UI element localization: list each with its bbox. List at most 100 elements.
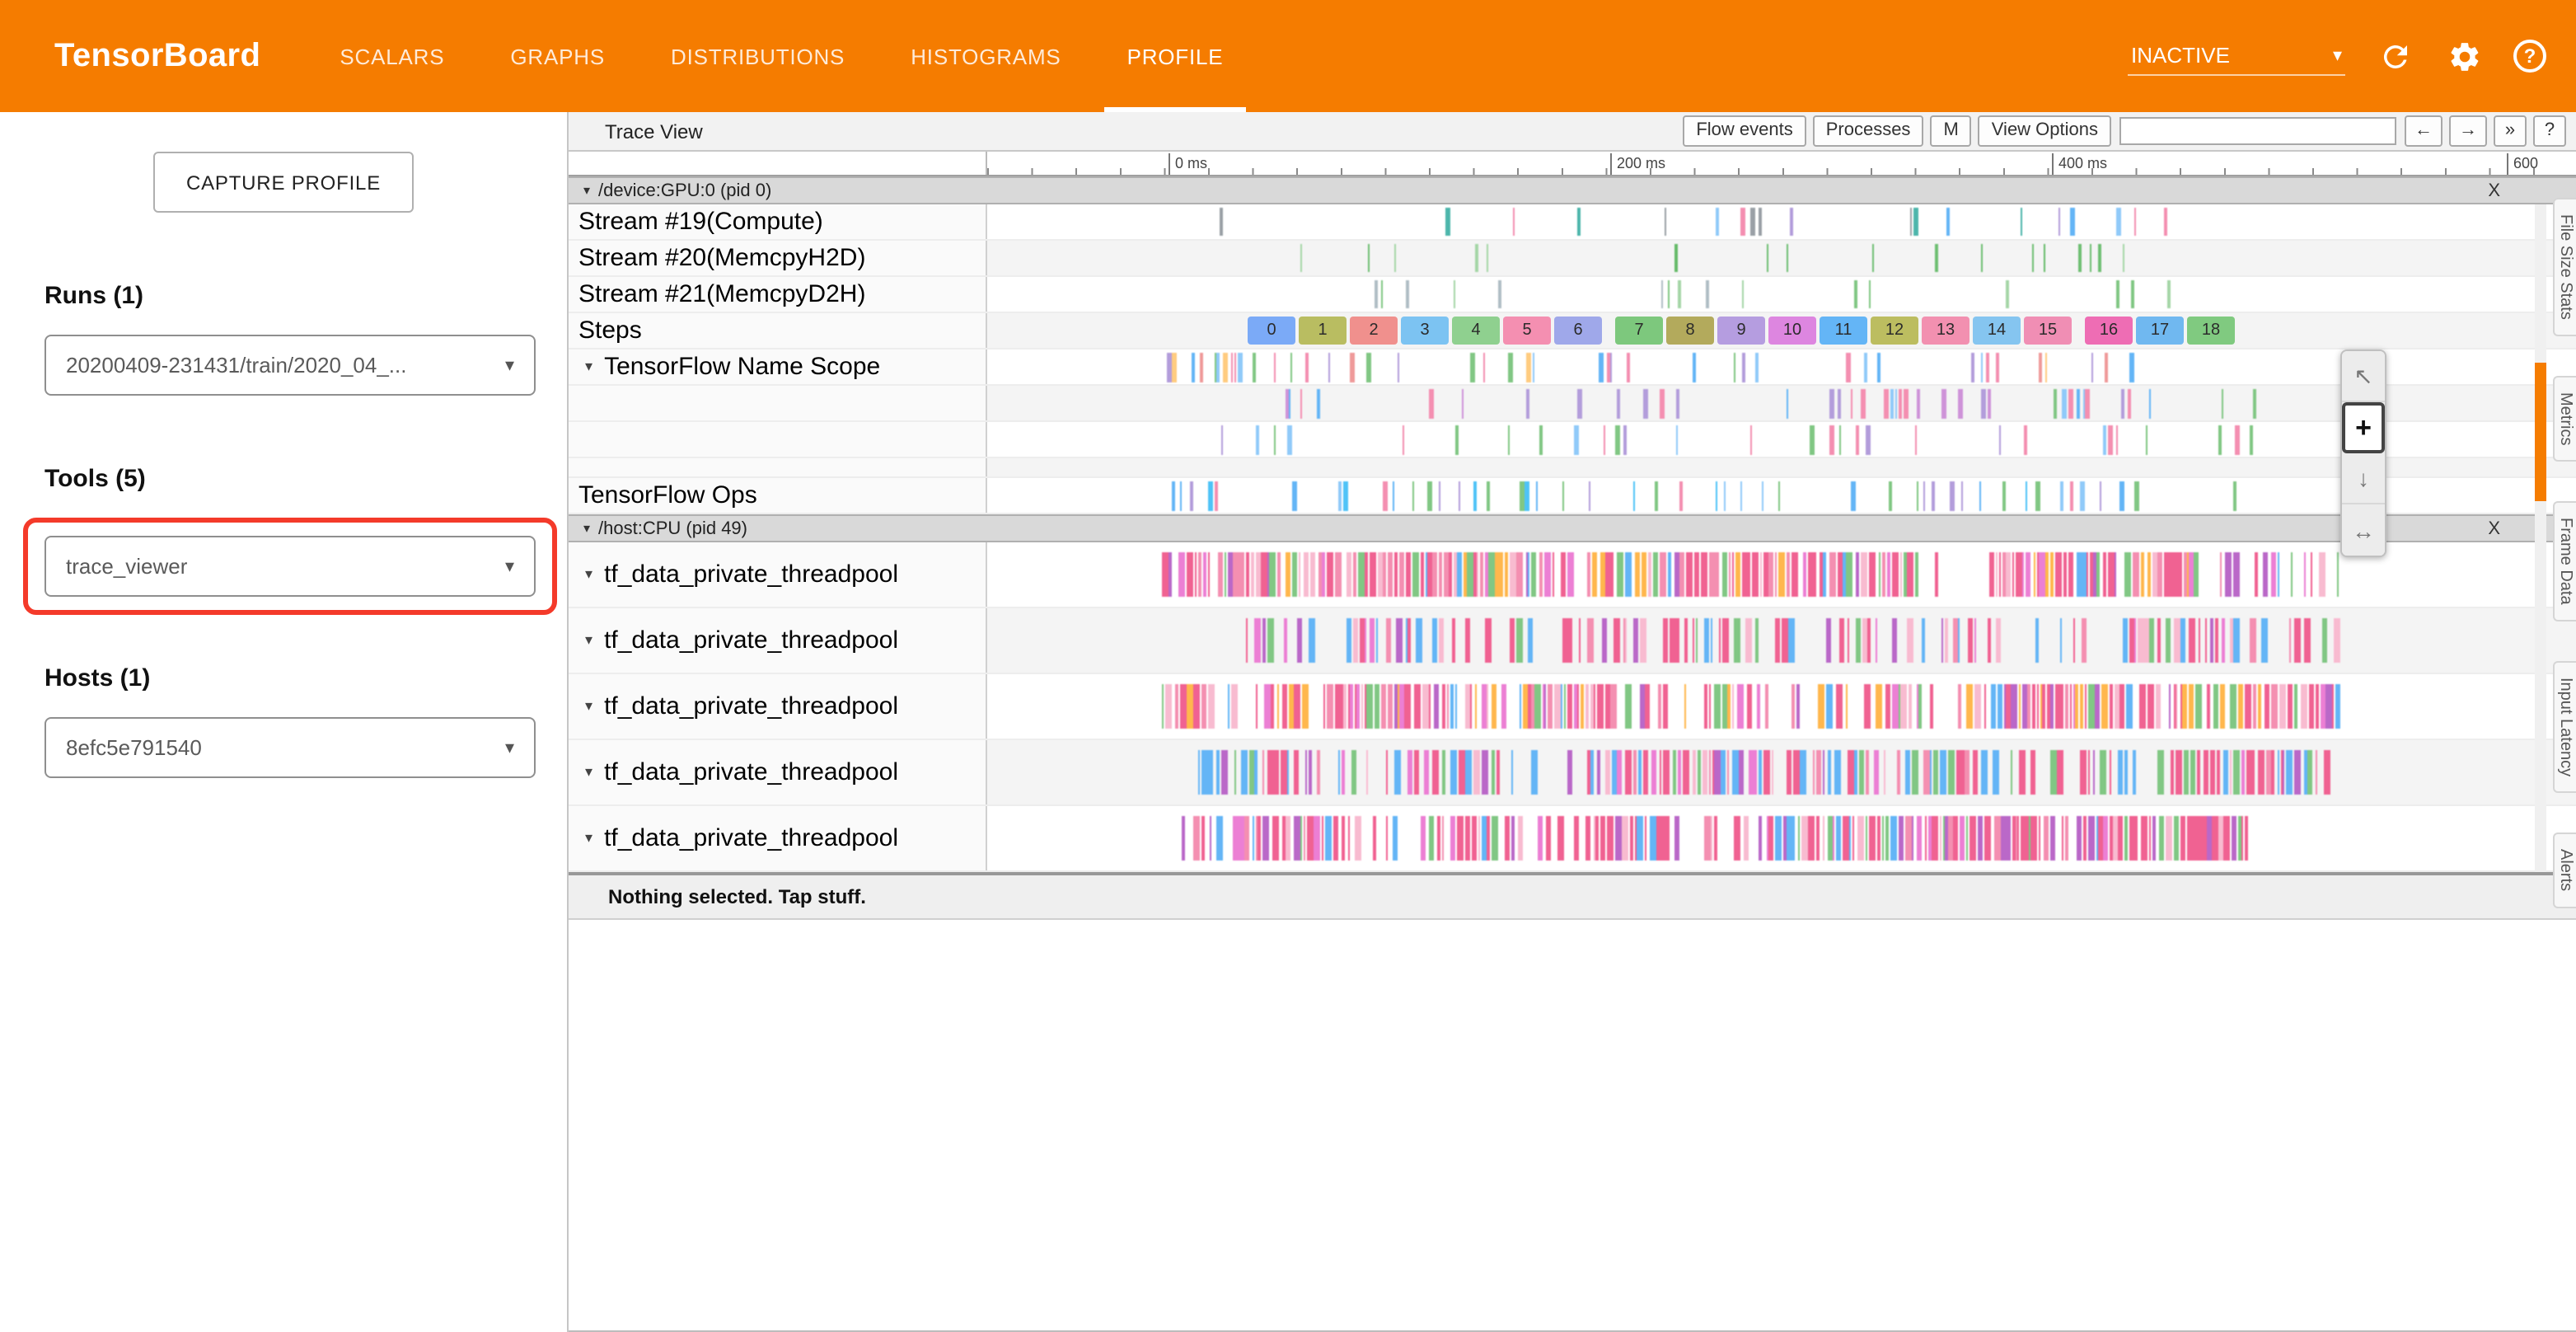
track-chart[interactable]: 0 1 2 3 4 5 6 7 8 9 10 11 12 13 14 15 16 17 18 bbox=[986, 313, 2576, 348]
step-block-14[interactable]: 14 bbox=[1973, 317, 2021, 345]
refresh-button[interactable] bbox=[2375, 36, 2414, 76]
trace-nav-button-[interactable]: ? bbox=[2533, 115, 2566, 147]
track-chart[interactable] bbox=[986, 608, 2576, 673]
close-cpu-section-button[interactable]: X bbox=[2488, 518, 2500, 538]
analysis-body[interactable] bbox=[569, 920, 2576, 1330]
track-chart[interactable] bbox=[986, 277, 2576, 312]
scrollbar-thumb[interactable] bbox=[2535, 363, 2546, 501]
tab-histograms[interactable]: HISTOGRAMS bbox=[911, 44, 1061, 68]
step-block-10[interactable]: 10 bbox=[1768, 317, 1816, 345]
trace-ticks-canvas bbox=[987, 422, 2576, 457]
collapse-arrow-icon[interactable]: ▾ bbox=[583, 521, 591, 536]
runs-dropdown[interactable]: 20200409-231431/train/2020_04_... ▾ bbox=[44, 335, 536, 396]
trace-nav-button-[interactable]: → bbox=[2449, 115, 2487, 147]
track-chart[interactable] bbox=[986, 241, 2576, 275]
track-label: Steps bbox=[569, 313, 986, 348]
pan-tool-icon[interactable]: + bbox=[2342, 402, 2385, 453]
timing-tool-icon[interactable]: ↔ bbox=[2342, 504, 2385, 556]
track-label: Stream #20(MemcpyH2D) bbox=[569, 241, 986, 275]
collapse-arrow-icon[interactable]: ▾ bbox=[585, 829, 593, 846]
side-tab-input-latency[interactable]: Input Latency bbox=[2553, 660, 2576, 793]
toolbar-button-flow-events[interactable]: Flow events bbox=[1683, 115, 1806, 147]
nav-tabs: SCALARS GRAPHS DISTRIBUTIONS HISTOGRAMS PROF… bbox=[307, 0, 1256, 112]
step-block-13[interactable]: 13 bbox=[1922, 317, 1969, 345]
side-tab-metrics[interactable]: Metrics bbox=[2553, 375, 2576, 462]
track-label-text: tf_data_private_threadpool bbox=[604, 758, 899, 786]
tab-graphs[interactable]: GRAPHS bbox=[510, 44, 605, 68]
tools-dropdown[interactable]: trace_viewer ▾ bbox=[44, 536, 536, 597]
step-block-11[interactable]: 11 bbox=[1820, 317, 1867, 345]
trace-view-header: Trace View Flow events Processes M View Opt… bbox=[569, 112, 2576, 152]
step-block-7[interactable]: 7 bbox=[1615, 317, 1663, 345]
track-chart[interactable] bbox=[986, 478, 2576, 513]
track-chart[interactable] bbox=[986, 422, 2576, 457]
step-block-6[interactable]: 6 bbox=[1554, 317, 1602, 345]
step-block-16[interactable]: 16 bbox=[2085, 317, 2133, 345]
track-chart[interactable] bbox=[986, 349, 2576, 384]
trace-nav-button-[interactable]: ← bbox=[2405, 115, 2443, 147]
track-chart[interactable] bbox=[986, 458, 2576, 476]
app-logo[interactable]: TensorBoard bbox=[54, 37, 261, 73]
cpu-section-header[interactable]: ▾ /host:CPU (pid 49) X bbox=[569, 514, 2576, 542]
track-label-text: tf_data_private_threadpool bbox=[604, 626, 899, 654]
collapse-arrow-icon[interactable]: ▾ bbox=[583, 183, 591, 198]
tab-scalars[interactable]: SCALARS bbox=[340, 44, 445, 68]
collapse-arrow-icon[interactable]: ▾ bbox=[585, 763, 593, 780]
step-block-12[interactable]: 12 bbox=[1871, 317, 1918, 345]
track-chart[interactable] bbox=[986, 806, 2576, 870]
tab-distributions[interactable]: DISTRIBUTIONS bbox=[671, 44, 845, 68]
side-tab-file-size-stats[interactable]: File Size Stats bbox=[2553, 198, 2576, 336]
step-block-8[interactable]: 8 bbox=[1666, 317, 1714, 345]
trace-ticks-canvas bbox=[987, 478, 2576, 513]
track-chart[interactable] bbox=[986, 674, 2576, 739]
zoom-tool-icon[interactable]: ↓ bbox=[2342, 453, 2385, 504]
side-tab-alerts[interactable]: Alerts bbox=[2553, 832, 2576, 908]
step-block-0[interactable]: 0 bbox=[1248, 317, 1295, 345]
step-block-9[interactable]: 9 bbox=[1717, 317, 1765, 345]
collapse-arrow-icon[interactable]: ▾ bbox=[585, 358, 593, 374]
step-block-17[interactable]: 17 bbox=[2136, 317, 2184, 345]
trace-nav-button-[interactable]: » bbox=[2494, 115, 2527, 147]
step-block-4[interactable]: 4 bbox=[1452, 317, 1500, 345]
step-block-15[interactable]: 15 bbox=[2024, 317, 2072, 345]
step-block-2[interactable]: 2 bbox=[1350, 317, 1398, 345]
trace-toolbar-buttons: Flow events Processes M View Options bbox=[1683, 115, 2111, 147]
help-button[interactable]: ? bbox=[2513, 40, 2546, 73]
toolbar-button-view-options[interactable]: View Options bbox=[1978, 115, 2111, 147]
step-block-5[interactable]: 5 bbox=[1503, 317, 1551, 345]
track-label-text: TensorFlow Name Scope bbox=[604, 353, 881, 381]
hosts-dropdown[interactable]: 8efc5e791540 ▾ bbox=[44, 717, 536, 778]
track-chart[interactable] bbox=[986, 740, 2576, 804]
trace-ticks-canvas bbox=[987, 204, 2576, 239]
trace-search-input[interactable] bbox=[2119, 117, 2396, 145]
gear-icon bbox=[2450, 42, 2478, 70]
track-label bbox=[569, 422, 986, 457]
track-row-tf-data-private-threadpool: ▾ tf_data_private_threadpool bbox=[569, 608, 2576, 674]
side-tab-frame-data[interactable]: Frame Data bbox=[2553, 501, 2576, 621]
close-gpu-section-button[interactable]: X bbox=[2488, 181, 2500, 200]
step-block-3[interactable]: 3 bbox=[1401, 317, 1449, 345]
track-chart[interactable] bbox=[986, 386, 2576, 420]
step-block-1[interactable]: 1 bbox=[1299, 317, 1347, 345]
status-dropdown[interactable]: INACTIVE ▾ bbox=[2128, 36, 2345, 76]
timeline-ruler: 0 ms 200 ms 400 ms 600 bbox=[569, 152, 2576, 176]
track-row-tf-data-private-threadpool: ▾ tf_data_private_threadpool bbox=[569, 806, 2576, 872]
settings-button[interactable] bbox=[2444, 36, 2484, 76]
gpu-section-header[interactable]: ▾ /device:GPU:0 (pid 0) X bbox=[569, 176, 2576, 204]
trace-view-title: Trace View bbox=[605, 120, 703, 143]
collapse-arrow-icon[interactable]: ▾ bbox=[585, 697, 593, 714]
track-chart[interactable] bbox=[986, 204, 2576, 239]
vertical-scrollbar[interactable] bbox=[2535, 204, 2546, 872]
collapse-arrow-icon[interactable]: ▾ bbox=[585, 565, 593, 582]
trace-nav-buttons: ← →»? bbox=[2405, 115, 2566, 147]
ruler-tick-label: 200 ms bbox=[1610, 153, 1665, 175]
select-tool-icon[interactable]: ↖ bbox=[2342, 351, 2385, 402]
toolbar-button-processes[interactable]: Processes bbox=[1812, 115, 1924, 147]
track-label-text: Stream #21(MemcpyD2H) bbox=[578, 280, 866, 308]
capture-profile-button[interactable]: CAPTURE PROFILE bbox=[153, 152, 414, 213]
tab-profile[interactable]: PROFILE bbox=[1094, 0, 1257, 112]
step-block-18[interactable]: 18 bbox=[2187, 317, 2235, 345]
track-chart[interactable] bbox=[986, 542, 2576, 607]
collapse-arrow-icon[interactable]: ▾ bbox=[585, 631, 593, 648]
toolbar-button-m[interactable]: M bbox=[1930, 115, 1972, 147]
